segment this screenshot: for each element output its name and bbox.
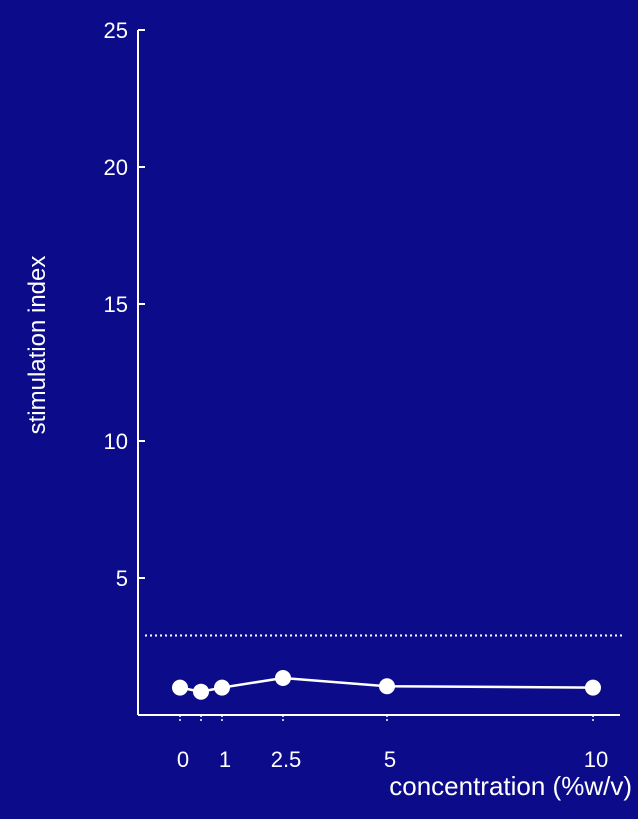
x-tick-label: 2.5 [271, 747, 302, 772]
y-tick-label: 25 [104, 18, 128, 43]
series-layer [172, 670, 601, 700]
data-point [275, 670, 291, 687]
data-point [214, 679, 230, 696]
x-tick-label: 0 [177, 747, 189, 772]
y-tick-label: 20 [104, 155, 128, 180]
data-point [193, 683, 209, 700]
axes: 5 10 15 20 25 0 1 2.5 5 10 [104, 18, 620, 772]
y-tick-label: 5 [116, 566, 128, 591]
y-axis-label: stimulation index [24, 256, 51, 435]
data-point [379, 678, 395, 695]
x-tick-label: 5 [384, 747, 396, 772]
data-point [172, 679, 188, 696]
data-point [585, 679, 601, 696]
x-tick-label: 1 [219, 747, 231, 772]
y-tick-label: 15 [104, 292, 128, 317]
x-axis-label: concentration (%w/v) [389, 771, 632, 801]
x-tick-label: 10 [584, 747, 608, 772]
y-tick-label: 10 [104, 429, 128, 454]
